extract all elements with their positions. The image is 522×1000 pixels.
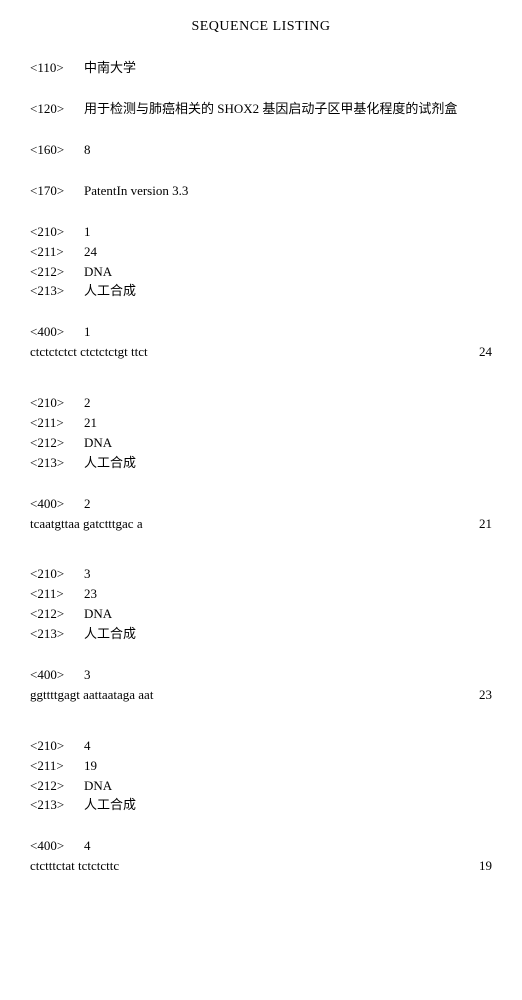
seq1-sequence: ctctctctct ctctctctgt ttct xyxy=(30,344,148,361)
seq3-213-val: 人工合成 xyxy=(84,626,492,643)
seq4-213-tag: <213> xyxy=(30,797,84,814)
seq4-210-tag: <210> xyxy=(30,738,84,755)
seq2-210-val: 2 xyxy=(84,395,492,412)
tag-110: <110> xyxy=(30,60,84,77)
seq1-212-val: DNA xyxy=(84,264,492,281)
seq2-211-tag: <211> xyxy=(30,415,84,432)
seq1-data: <400>1 ctctctctct ctctctctgt ttct 24 xyxy=(30,324,492,361)
seq4-211-tag: <211> xyxy=(30,758,84,775)
seq3-213-tag: <213> xyxy=(30,626,84,643)
seq2-sequence: tcaatgttaa gatctttgac a xyxy=(30,516,143,533)
seq2-212-val: DNA xyxy=(84,435,492,452)
header-120: <120> 用于检测与肺癌相关的 SHOX2 基因启动子区甲基化程度的试剂盒 xyxy=(30,101,492,118)
seq1-210-val: 1 xyxy=(84,224,492,241)
val-170: PatentIn version 3.3 xyxy=(84,183,492,200)
seq3-212-tag: <212> xyxy=(30,606,84,623)
tag-170: <170> xyxy=(30,183,84,200)
seq3-211-val: 23 xyxy=(84,586,492,603)
seq3-210-tag: <210> xyxy=(30,566,84,583)
seq4-400-val: 4 xyxy=(84,838,492,855)
seq2-length: 21 xyxy=(479,516,492,533)
val-160: 8 xyxy=(84,142,492,159)
seq2-212-tag: <212> xyxy=(30,435,84,452)
page-title: SEQUENCE LISTING xyxy=(30,18,492,36)
val-110: 中南大学 xyxy=(84,60,492,77)
seq4-length: 19 xyxy=(479,858,492,875)
seq4-212-tag: <212> xyxy=(30,778,84,795)
seq2-213-val: 人工合成 xyxy=(84,455,492,472)
seq-block-4: <210>4 <211>19 <212>DNA <213>人工合成 xyxy=(30,738,492,815)
seq1-400-tag: <400> xyxy=(30,324,84,341)
seq1-length: 24 xyxy=(479,344,492,361)
tag-160: <160> xyxy=(30,142,84,159)
seq3-212-val: DNA xyxy=(84,606,492,623)
seq-block-3: <210>3 <211>23 <212>DNA <213>人工合成 xyxy=(30,566,492,643)
seq-block-2: <210>2 <211>21 <212>DNA <213>人工合成 xyxy=(30,395,492,472)
seq1-213-val: 人工合成 xyxy=(84,283,492,300)
seq2-400-tag: <400> xyxy=(30,496,84,513)
seq3-400-val: 3 xyxy=(84,667,492,684)
seq4-210-val: 4 xyxy=(84,738,492,755)
seq2-213-tag: <213> xyxy=(30,455,84,472)
tag-120: <120> xyxy=(30,101,84,118)
seq2-210-tag: <210> xyxy=(30,395,84,412)
seq1-212-tag: <212> xyxy=(30,264,84,281)
seq1-210-tag: <210> xyxy=(30,224,84,241)
seq-block-1: <210>1 <211>24 <212>DNA <213>人工合成 xyxy=(30,224,492,301)
seq1-211-val: 24 xyxy=(84,244,492,261)
seq4-data: <400>4 ctctttctat tctctcttc 19 xyxy=(30,838,492,875)
seq2-400-val: 2 xyxy=(84,496,492,513)
seq1-213-tag: <213> xyxy=(30,283,84,300)
seq3-data: <400>3 ggttttgagt aattaataga aat 23 xyxy=(30,667,492,704)
header-170: <170> PatentIn version 3.3 xyxy=(30,183,492,200)
seq1-400-val: 1 xyxy=(84,324,492,341)
seq4-400-tag: <400> xyxy=(30,838,84,855)
seq3-400-tag: <400> xyxy=(30,667,84,684)
seq1-211-tag: <211> xyxy=(30,244,84,261)
val-120: 用于检测与肺癌相关的 SHOX2 基因启动子区甲基化程度的试剂盒 xyxy=(84,101,492,118)
seq4-212-val: DNA xyxy=(84,778,492,795)
seq3-length: 23 xyxy=(479,687,492,704)
seq2-data: <400>2 tcaatgttaa gatctttgac a 21 xyxy=(30,496,492,533)
seq4-sequence: ctctttctat tctctcttc xyxy=(30,858,119,875)
seq3-210-val: 3 xyxy=(84,566,492,583)
seq4-211-val: 19 xyxy=(84,758,492,775)
seq3-211-tag: <211> xyxy=(30,586,84,603)
seq4-213-val: 人工合成 xyxy=(84,797,492,814)
seq2-211-val: 21 xyxy=(84,415,492,432)
header-160: <160> 8 xyxy=(30,142,492,159)
seq3-sequence: ggttttgagt aattaataga aat xyxy=(30,687,153,704)
header-110: <110> 中南大学 xyxy=(30,60,492,77)
